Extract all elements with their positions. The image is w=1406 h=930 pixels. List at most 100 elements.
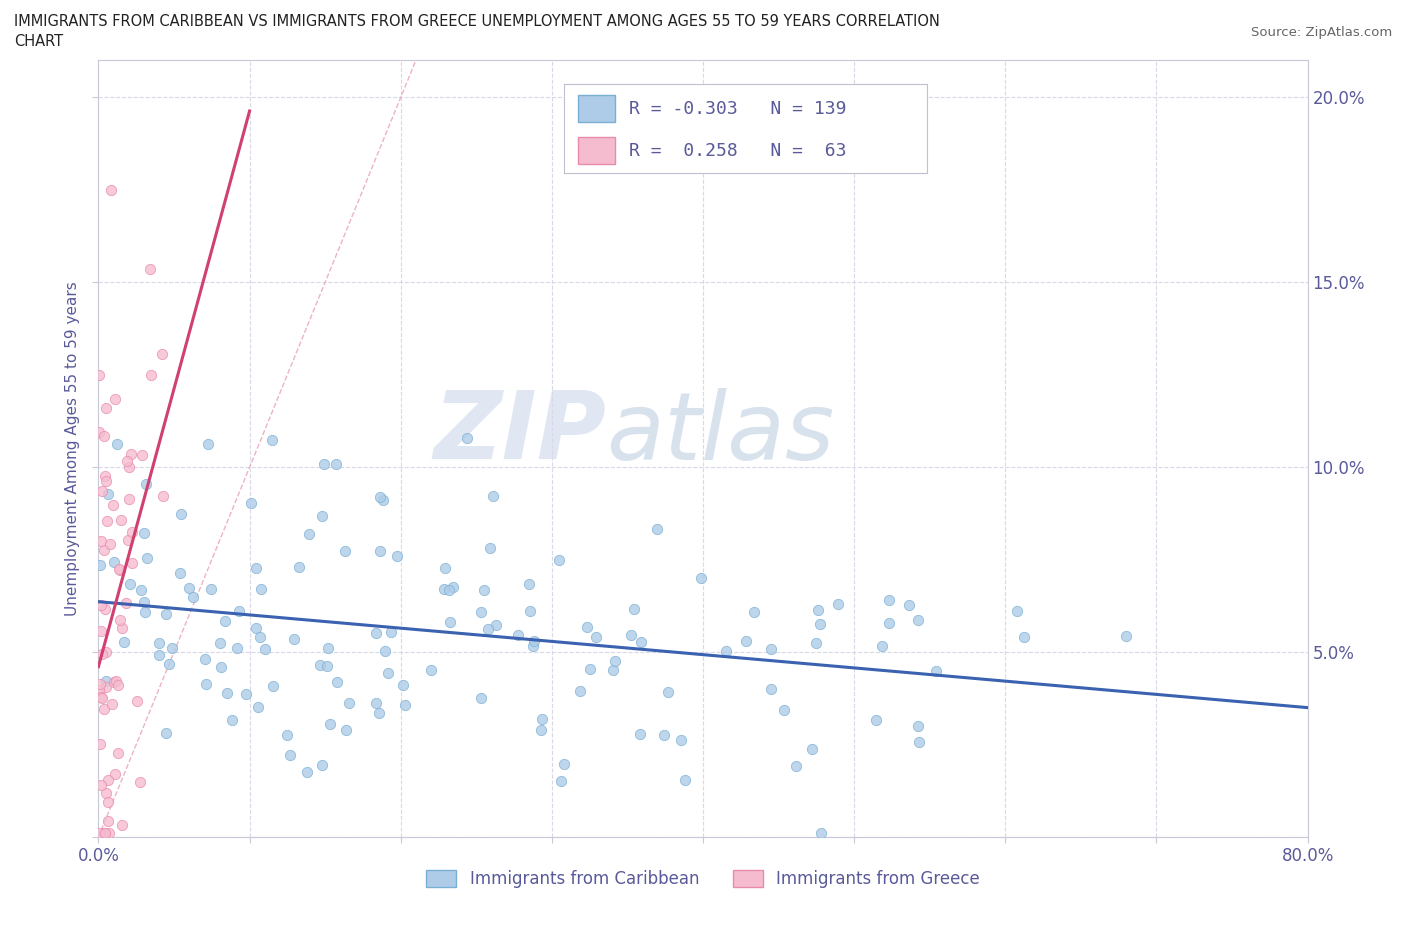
Point: [152, 488, 174, 503]
Point: [470, 604, 492, 619]
Point: [907, 735, 929, 750]
Point: [103, 674, 125, 689]
Point: [225, 640, 247, 655]
Point: [96, 786, 118, 801]
Point: [94, 400, 117, 415]
Point: [801, 741, 824, 756]
Point: [104, 673, 127, 688]
Point: [87, 683, 110, 698]
Point: [107, 436, 129, 451]
Point: [326, 675, 349, 690]
Point: [374, 644, 396, 658]
Point: [530, 711, 553, 726]
Point: [94, 826, 117, 841]
Point: [671, 732, 693, 747]
Point: [673, 773, 696, 788]
Point: [298, 526, 321, 541]
Point: [437, 583, 460, 598]
Point: [568, 684, 591, 699]
Point: [742, 604, 765, 619]
Point: [377, 666, 399, 681]
Point: [246, 699, 269, 714]
Point: [391, 677, 413, 692]
Point: [335, 723, 357, 737]
Point: [107, 745, 129, 760]
Point: [87, 424, 110, 439]
Point: [131, 447, 153, 462]
Point: [283, 631, 305, 646]
Point: [221, 713, 243, 728]
Point: [94, 602, 117, 617]
Point: [523, 633, 546, 648]
Point: [195, 677, 218, 692]
Point: [94, 826, 117, 841]
Point: [808, 617, 831, 631]
Point: [90, 778, 112, 793]
Point: [100, 537, 122, 551]
Text: Source: ZipAtlas.com: Source: ZipAtlas.com: [1251, 26, 1392, 39]
Point: [208, 635, 231, 650]
Point: [120, 446, 142, 461]
Point: [364, 625, 387, 640]
Point: [1115, 629, 1137, 644]
Point: [897, 597, 920, 612]
Point: [249, 630, 271, 644]
Point: [101, 697, 124, 711]
Text: CHART: CHART: [14, 34, 63, 49]
Point: [585, 630, 607, 644]
Point: [134, 604, 156, 619]
Point: [107, 678, 129, 693]
Point: [93, 826, 115, 841]
Point: [108, 612, 131, 627]
Point: [148, 648, 170, 663]
Point: [89, 826, 111, 841]
Point: [253, 641, 276, 656]
Point: [657, 684, 679, 699]
Point: [104, 766, 127, 781]
Point: [367, 705, 389, 720]
Point: [111, 817, 134, 832]
Point: [517, 576, 540, 591]
Point: [333, 543, 356, 558]
Point: [250, 581, 273, 596]
Point: [278, 748, 301, 763]
Point: [262, 679, 284, 694]
Point: [91, 691, 114, 706]
Point: [785, 758, 807, 773]
Point: [439, 614, 461, 629]
Point: [419, 663, 441, 678]
Point: [136, 551, 159, 565]
Point: [89, 367, 111, 382]
Point: [194, 652, 217, 667]
Point: [141, 368, 163, 383]
Point: [93, 543, 115, 558]
Point: [93, 469, 115, 484]
Point: [870, 638, 893, 653]
Point: [548, 553, 571, 568]
Point: [209, 659, 232, 674]
Point: [319, 716, 342, 731]
Point: [179, 580, 201, 595]
Point: [474, 583, 496, 598]
Point: [309, 658, 332, 672]
Point: [104, 392, 127, 407]
Point: [90, 624, 112, 639]
Point: [93, 702, 115, 717]
Point: [181, 590, 204, 604]
Point: [734, 634, 756, 649]
Point: [689, 571, 711, 586]
Point: [169, 565, 191, 580]
Point: [311, 509, 333, 524]
Point: [394, 698, 416, 713]
Point: [100, 182, 122, 197]
Text: ZIP: ZIP: [433, 387, 606, 479]
Point: [368, 543, 391, 558]
Point: [217, 685, 239, 700]
Point: [97, 795, 120, 810]
Point: [276, 727, 298, 742]
Point: [714, 644, 737, 658]
Point: [804, 635, 827, 650]
Point: [645, 522, 668, 537]
Point: [228, 604, 250, 618]
Point: [120, 577, 142, 591]
